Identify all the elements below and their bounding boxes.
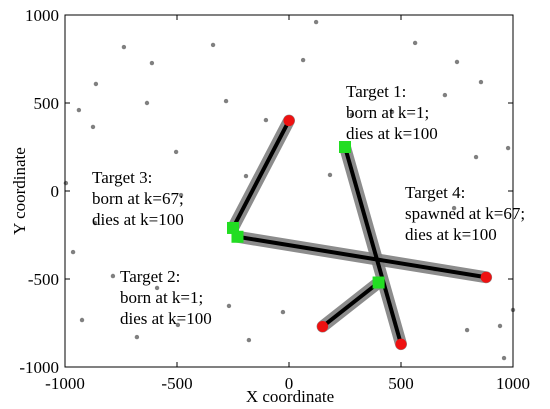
y-tick-label: -500 [28,270,59,289]
annotation: dies at k=100 [92,210,184,229]
clutter-point [134,334,140,340]
clutter-point [246,337,252,343]
clutter-point [505,145,511,151]
y-tick-label: 0 [51,182,60,201]
x-tick-label: -1000 [45,374,85,393]
clutter-point [300,57,306,63]
clutter-point [451,205,457,211]
y-tick-label: 500 [34,94,60,113]
clutter-point [121,44,127,50]
clutter-point [223,98,229,104]
track-start [339,141,351,153]
clutter-point [175,322,181,328]
annotation: born at k=67; [92,189,184,208]
track-line [321,280,380,329]
track-end [283,115,295,127]
clutter-point [93,81,99,87]
clutter-point [110,273,116,279]
clutter-point [70,249,76,255]
clutter-point [280,309,286,315]
clutter-point [90,124,96,130]
track-start [372,276,385,289]
x-tick-label: 1000 [496,374,530,393]
clutter-point [454,59,460,65]
clutter-point [79,317,85,323]
clutter-point [226,303,232,309]
track-line [231,119,291,229]
annotation: Target 3: [92,168,152,187]
clutter-point [478,79,484,85]
clutter-point [243,173,249,179]
annotation: Target 1: [346,82,406,101]
annotation: Target 4: [405,183,465,202]
y-tick-label: 1000 [25,6,59,25]
clutter-point [178,192,184,198]
clutter-point [210,42,216,48]
clutter-point [144,100,150,106]
track-start [227,221,239,234]
track-line [343,146,403,345]
annotation: dies at k=100 [120,309,212,328]
clutter-point [154,285,160,291]
clutter-point [497,323,503,329]
clutter-point [327,172,333,178]
track-end [317,321,329,333]
clutter-point [501,355,507,361]
clutter-point [464,327,470,333]
clutter-point [349,112,355,118]
y-axis-label: Y coordinate [10,147,29,235]
clutter-point [263,117,269,123]
clutter-point [63,180,69,186]
x-axis-label: X coordinate [246,387,334,406]
y-tick-label: -1000 [19,358,59,377]
clutter-point [389,109,395,115]
clutter-point [149,60,155,66]
clutter-point [442,92,448,98]
x-tick-label: 500 [388,374,414,393]
annotation: dies at k=100 [405,225,497,244]
track-end [395,338,407,350]
clutter-point [76,107,82,113]
clutter-point [313,19,319,25]
x-tick-label: 0 [285,374,294,393]
track-line [237,234,487,280]
track-end [480,271,492,283]
clutter-point [92,220,98,226]
clutter-point [173,149,179,155]
x-tick-label: -500 [161,374,192,393]
annotation: dies at k=100 [346,124,438,143]
clutter-point [473,154,479,160]
clutter-point [412,40,418,46]
annotation: Target 2: [120,267,180,286]
annotation: spawned at k=67; [405,204,525,223]
annotation: born at k=1; [120,288,203,307]
annotation: born at k=1; [346,103,429,122]
